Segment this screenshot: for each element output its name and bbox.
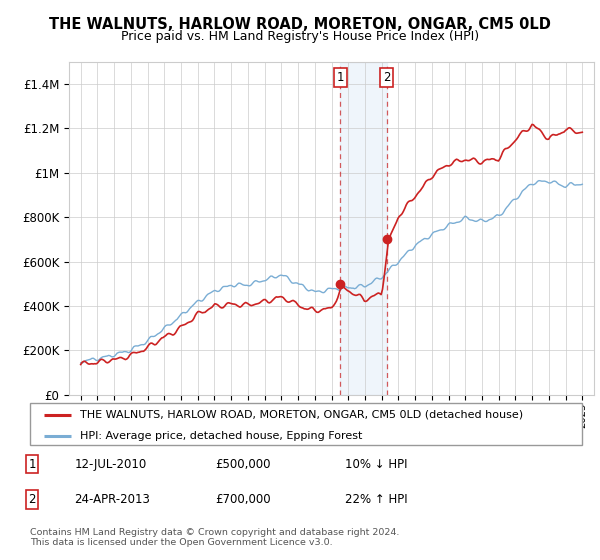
Text: 24-APR-2013: 24-APR-2013	[74, 493, 150, 506]
Text: HPI: Average price, detached house, Epping Forest: HPI: Average price, detached house, Eppi…	[80, 431, 362, 441]
Text: 2: 2	[383, 71, 391, 83]
Text: 12-JUL-2010: 12-JUL-2010	[74, 458, 146, 470]
Text: 1: 1	[28, 458, 36, 470]
FancyBboxPatch shape	[30, 403, 582, 445]
Text: 22% ↑ HPI: 22% ↑ HPI	[345, 493, 408, 506]
Text: THE WALNUTS, HARLOW ROAD, MORETON, ONGAR, CM5 0LD (detached house): THE WALNUTS, HARLOW ROAD, MORETON, ONGAR…	[80, 410, 523, 420]
Bar	[340, 62, 386, 395]
Text: 1: 1	[337, 71, 344, 83]
Text: £700,000: £700,000	[215, 493, 271, 506]
Text: Price paid vs. HM Land Registry's House Price Index (HPI): Price paid vs. HM Land Registry's House …	[121, 30, 479, 43]
Text: THE WALNUTS, HARLOW ROAD, MORETON, ONGAR, CM5 0LD: THE WALNUTS, HARLOW ROAD, MORETON, ONGAR…	[49, 17, 551, 32]
Text: 10% ↓ HPI: 10% ↓ HPI	[345, 458, 407, 470]
Text: 2: 2	[28, 493, 36, 506]
Text: £500,000: £500,000	[215, 458, 271, 470]
Text: Contains HM Land Registry data © Crown copyright and database right 2024.
This d: Contains HM Land Registry data © Crown c…	[30, 528, 400, 547]
